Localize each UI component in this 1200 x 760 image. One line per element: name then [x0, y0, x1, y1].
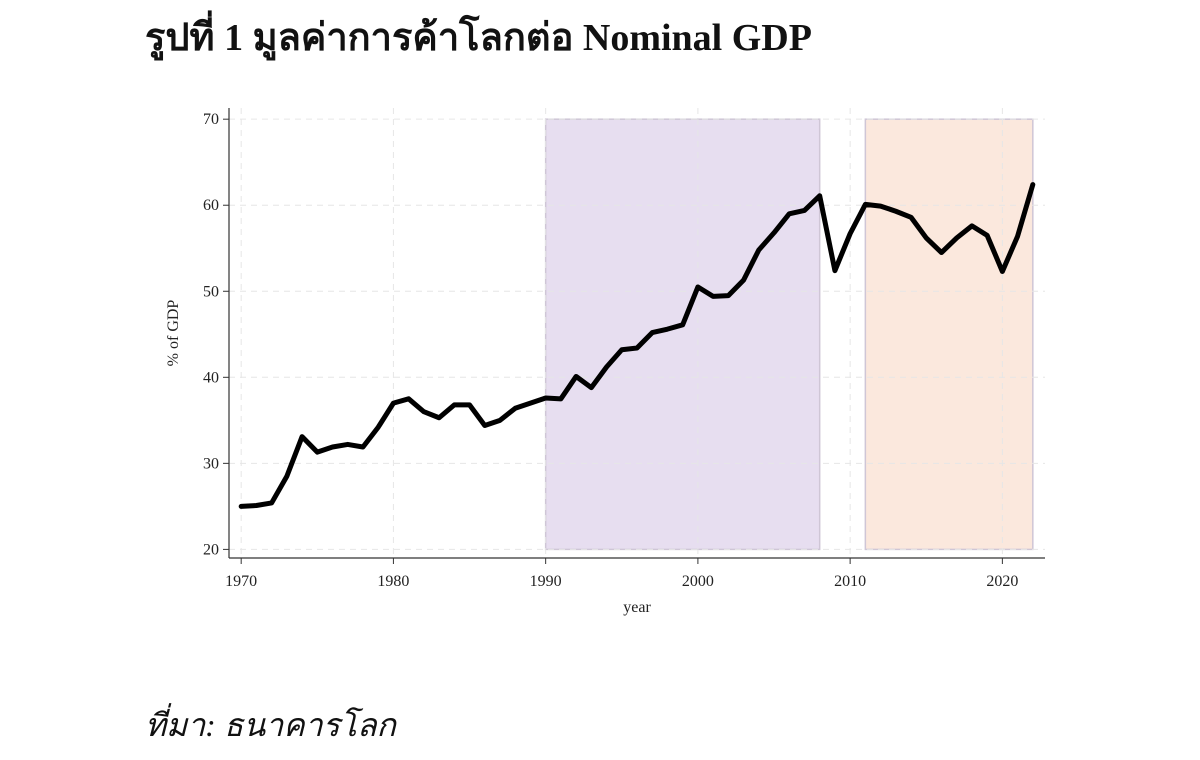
source-note: ที่มา: ธนาคารโลก [145, 707, 396, 743]
x-axis-label: year [623, 599, 651, 616]
y-tick-label: 30 [203, 455, 219, 472]
x-tick-label: 1990 [530, 573, 562, 590]
y-tick-label: 50 [203, 283, 219, 300]
y-tick-label: 70 [203, 111, 219, 128]
x-tick-label: 2010 [834, 573, 866, 590]
x-tick-label: 2020 [986, 573, 1018, 590]
x-tick-label: 2000 [682, 573, 714, 590]
shaded-period [544, 118, 821, 551]
y-axis-label: % of GDP [165, 300, 182, 367]
figure-title: รูปที่ 1 มูลค่าการค้าโลกต่อ Nominal GDP [145, 17, 812, 59]
y-tick-label: 60 [203, 197, 219, 214]
chart: 20 30 40 50 60 70 1970 1980 1990 2000 2010 2020 year… [165, 108, 1045, 616]
data-line [238, 182, 1036, 509]
shaded-period [864, 118, 1034, 551]
x-tick-label: 1980 [377, 573, 409, 590]
x-tick-label: 1970 [225, 573, 257, 590]
y-tick-label: 40 [203, 369, 219, 386]
y-tick-label: 20 [203, 541, 219, 558]
